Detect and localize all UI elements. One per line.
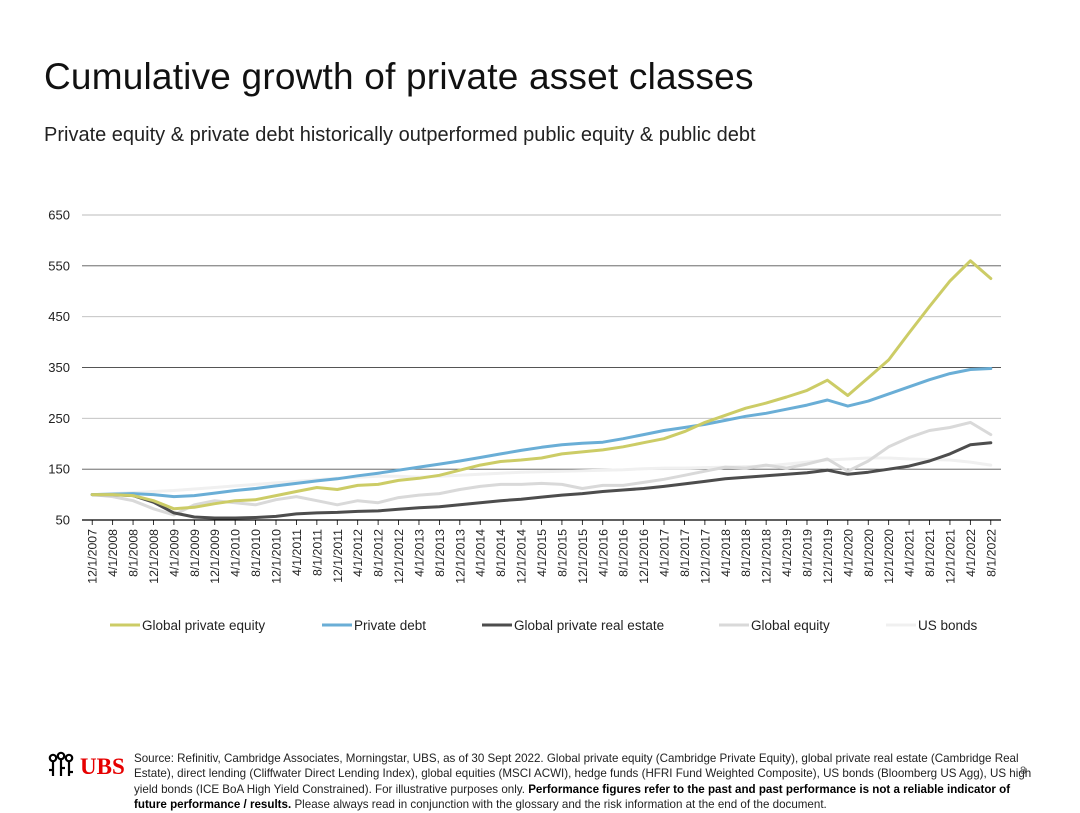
gridlines xyxy=(82,214,1001,521)
x-tick-label: 8/1/2015 xyxy=(555,529,569,577)
x-tick-label: 8/1/2008 xyxy=(127,529,141,577)
x-tick-label: 4/1/2014 xyxy=(474,529,488,577)
x-tick-label: 12/1/2010 xyxy=(270,529,284,584)
line-chart: 50 150 250 350 450 550 650 12/1/2007 4/1/2008 8/… xyxy=(48,208,1001,633)
x-tick-label: 12/1/2007 xyxy=(86,529,100,584)
y-tick-label: 350 xyxy=(48,360,70,375)
legend-label: Global private real estate xyxy=(514,618,664,633)
x-tick-label: 12/1/2018 xyxy=(760,529,774,584)
keys-icon xyxy=(48,751,74,776)
x-tick-label: 8/1/2011 xyxy=(310,529,324,576)
series-line-private-debt xyxy=(90,367,993,499)
ubs-logo-text: UBS xyxy=(80,754,125,779)
series-line-global-private-real-estate xyxy=(90,441,993,520)
x-axis-tick-labels: 12/1/2007 4/1/2008 8/1/2008 12/1/2008 4/1/20… xyxy=(86,520,998,584)
x-tick-label: 12/1/2011 xyxy=(331,529,345,583)
x-tick-label: 8/1/2012 xyxy=(372,529,386,577)
series-lines xyxy=(90,259,993,520)
x-tick-label: 4/1/2010 xyxy=(229,529,243,577)
x-tick-label: 8/1/2021 xyxy=(923,529,937,577)
y-tick-label: 550 xyxy=(48,258,70,273)
x-tick-label: 4/1/2020 xyxy=(841,529,855,577)
legend-item: US bonds xyxy=(886,618,978,633)
x-tick-label: 8/1/2018 xyxy=(739,529,753,577)
x-tick-label: 4/1/2008 xyxy=(106,529,120,577)
x-tick-label: 12/1/2012 xyxy=(392,529,406,584)
source-text: Source: Refinitiv, Cambridge Associates,… xyxy=(134,752,1032,796)
x-tick-label: 8/1/2020 xyxy=(862,529,876,577)
legend-label: Private debt xyxy=(354,618,426,633)
legend-label: US bonds xyxy=(918,618,978,633)
legend-item: Private debt xyxy=(322,618,426,633)
disclaimer-text: Please always read in conjunction with t… xyxy=(294,798,827,812)
x-tick-label: 12/1/2009 xyxy=(208,529,222,584)
series-line-global-private-equity xyxy=(90,259,993,511)
y-tick-label: 250 xyxy=(48,411,70,426)
page-title: Cumulative growth of private asset class… xyxy=(44,56,754,97)
ubs-logo xyxy=(44,750,134,790)
x-tick-label: 4/1/2016 xyxy=(596,529,610,577)
x-tick-label: 4/1/2017 xyxy=(658,529,672,577)
x-tick-label: 4/1/2018 xyxy=(719,529,733,577)
x-tick-label: 12/1/2017 xyxy=(698,529,712,584)
legend-label: Global private equity xyxy=(142,618,265,633)
y-axis-tick-labels: 50 150 250 350 450 550 650 xyxy=(48,208,70,528)
disclaimer-bold: Performance figures refer to the past an… xyxy=(134,782,1011,812)
x-tick-label: 8/1/2022 xyxy=(984,529,998,577)
x-tick-label: 8/1/2019 xyxy=(800,529,814,577)
x-tick-label: 8/1/2013 xyxy=(433,529,447,577)
legend-item: Global private real estate xyxy=(482,618,664,633)
x-tick-label: 12/1/2016 xyxy=(637,529,651,584)
x-tick-label: 4/1/2022 xyxy=(964,529,978,577)
y-tick-label: 450 xyxy=(48,309,70,324)
x-tick-label: 8/1/2016 xyxy=(617,529,631,577)
page-subtitle: Private equity & private debt historical… xyxy=(44,124,756,146)
x-tick-label: 8/1/2017 xyxy=(678,529,692,577)
x-tick-label: 12/1/2019 xyxy=(821,529,835,584)
x-tick-label: 12/1/2020 xyxy=(882,529,896,584)
y-tick-label: 650 xyxy=(48,208,70,223)
legend-item: Global equity xyxy=(719,618,830,633)
y-tick-label: 50 xyxy=(56,513,70,528)
x-tick-label: 4/1/2009 xyxy=(167,529,181,577)
x-tick-label: 8/1/2009 xyxy=(188,529,202,577)
series-line-us-bonds xyxy=(90,456,993,497)
x-tick-label: 4/1/2011 xyxy=(290,529,304,576)
x-tick-label: 12/1/2021 xyxy=(943,529,957,584)
legend: Global private equity Private debt Global … xyxy=(110,618,978,633)
x-tick-label: 12/1/2013 xyxy=(453,529,467,584)
page-number: 8 xyxy=(1020,765,1027,777)
y-tick-label: 150 xyxy=(48,462,70,477)
legend-item: Global private equity xyxy=(110,618,265,633)
x-tick-label: 4/1/2013 xyxy=(412,529,426,577)
x-tick-label: 4/1/2015 xyxy=(535,529,549,577)
x-tick-label: 8/1/2014 xyxy=(494,529,508,577)
x-tick-label: 12/1/2008 xyxy=(147,529,161,584)
x-tick-label: 4/1/2021 xyxy=(903,529,917,577)
x-tick-label: 12/1/2014 xyxy=(515,529,529,584)
legend-label: Global equity xyxy=(751,618,830,633)
x-tick-label: 8/1/2010 xyxy=(249,529,263,577)
x-tick-label: 4/1/2012 xyxy=(351,529,365,577)
x-tick-label: 12/1/2015 xyxy=(576,529,590,584)
series-line-global-equity xyxy=(90,420,993,517)
x-tick-label: 4/1/2019 xyxy=(780,529,794,577)
source-footnote: Source: Refinitiv, Cambridge Associates,… xyxy=(134,751,1044,813)
